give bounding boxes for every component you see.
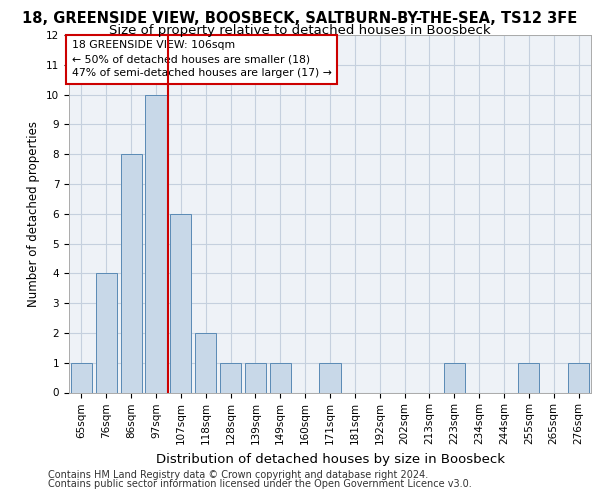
X-axis label: Distribution of detached houses by size in Boosbeck: Distribution of detached houses by size … bbox=[155, 452, 505, 466]
Bar bbox=[96, 274, 117, 392]
Text: Contains HM Land Registry data © Crown copyright and database right 2024.: Contains HM Land Registry data © Crown c… bbox=[48, 470, 428, 480]
Bar bbox=[568, 362, 589, 392]
Bar bbox=[71, 362, 92, 392]
Bar bbox=[245, 362, 266, 392]
Text: Size of property relative to detached houses in Boosbeck: Size of property relative to detached ho… bbox=[109, 24, 491, 37]
Text: Contains public sector information licensed under the Open Government Licence v3: Contains public sector information licen… bbox=[48, 479, 472, 489]
Bar bbox=[518, 362, 539, 392]
Bar bbox=[145, 94, 167, 393]
Text: 18, GREENSIDE VIEW, BOOSBECK, SALTBURN-BY-THE-SEA, TS12 3FE: 18, GREENSIDE VIEW, BOOSBECK, SALTBURN-B… bbox=[22, 11, 578, 26]
Bar bbox=[121, 154, 142, 392]
Text: 18 GREENSIDE VIEW: 106sqm
← 50% of detached houses are smaller (18)
47% of semi-: 18 GREENSIDE VIEW: 106sqm ← 50% of detac… bbox=[71, 40, 331, 78]
Bar bbox=[195, 333, 216, 392]
Bar bbox=[444, 362, 465, 392]
Bar bbox=[170, 214, 191, 392]
Bar bbox=[319, 362, 341, 392]
Y-axis label: Number of detached properties: Number of detached properties bbox=[28, 120, 40, 306]
Bar bbox=[220, 362, 241, 392]
Bar bbox=[270, 362, 291, 392]
